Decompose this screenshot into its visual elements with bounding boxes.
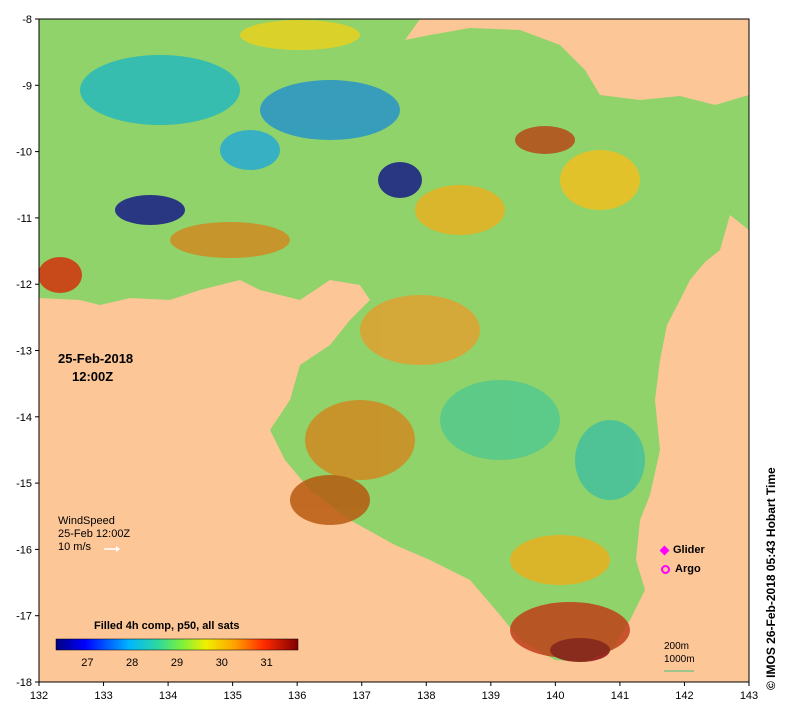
y-tick-label: -8 [22, 14, 32, 26]
colorbar [55, 638, 299, 651]
glider-icon [659, 545, 670, 556]
colorbar-tick-label: 28 [126, 657, 138, 669]
depth-scale: 200m 1000m [664, 640, 695, 666]
x-tick-label: 141 [611, 690, 629, 702]
y-tick-label: -16 [16, 544, 32, 556]
colorbar-tick-label: 31 [261, 657, 273, 669]
colorbar-tick-label: 29 [171, 657, 183, 669]
x-tick-label: 138 [417, 690, 435, 702]
x-tick-label: 140 [546, 690, 564, 702]
scale-200m: 200m [664, 641, 690, 652]
x-tick-label: 142 [675, 690, 693, 702]
x-tick-label: 132 [30, 690, 48, 702]
time-text: 12:00Z [72, 369, 114, 384]
x-tick-label: 139 [482, 690, 500, 702]
x-axis: 132 133 134 135 136 137 138 139 140 141 142 143 [30, 682, 758, 702]
y-tick-label: -11 [17, 213, 32, 225]
y-tick-label: -14 [16, 412, 32, 424]
sst-warm-patches [170, 20, 640, 662]
sst-cool-patches [80, 55, 645, 500]
x-tick-label: 137 [353, 690, 371, 702]
legend-argo: Argo [661, 560, 705, 579]
y-tick-label: -12 [16, 279, 32, 291]
y-tick-label: -18 [16, 677, 32, 689]
wind-title: WindSpeed [58, 515, 115, 527]
y-tick-label: -17 [16, 611, 32, 623]
wind-info: WindSpeed 25-Feb 12:00Z 10 m/s [58, 515, 130, 554]
scale-1000m: 1000m [664, 654, 695, 665]
y-tick-label: -15 [16, 478, 32, 490]
wind-date: 25-Feb 12:00Z [58, 528, 131, 540]
colorbar-ticks: 27 28 29 30 31 [81, 657, 273, 669]
y-axis: -8 -9 -10 -11 -12 -13 -14 -15 -16 -17 -18 [16, 14, 39, 689]
colorbar-tick-label: 27 [81, 657, 93, 669]
legend-glider: Glider [659, 541, 705, 560]
x-tick-label: 136 [288, 690, 306, 702]
y-tick-label: -9 [22, 80, 32, 92]
x-tick-label: 135 [223, 690, 241, 702]
x-tick-label: 133 [94, 690, 112, 702]
glider-label: Glider [673, 544, 705, 556]
platform-legend: Glider Argo [659, 541, 705, 579]
x-tick-label: 143 [740, 690, 758, 702]
argo-icon [661, 565, 670, 574]
colorbar-title: Filled 4h comp, p50, all sats [94, 620, 240, 632]
argo-label: Argo [675, 563, 701, 575]
y-tick-label: -10 [16, 147, 32, 159]
colorbar-tick-label: 30 [216, 657, 228, 669]
wind-reference-arrow [104, 546, 120, 552]
x-tick-label: 134 [159, 690, 177, 702]
y-tick-label: -13 [16, 346, 32, 358]
sea-patch-west [39, 257, 82, 293]
imos-credit: © IMOS 26-Feb-2018 05:43 Hobart Time [764, 467, 778, 690]
wind-reference: 10 m/s [58, 541, 92, 553]
date-text: 25-Feb-2018 [58, 351, 134, 366]
date-label: 25-Feb-2018 12:00Z [58, 350, 133, 386]
